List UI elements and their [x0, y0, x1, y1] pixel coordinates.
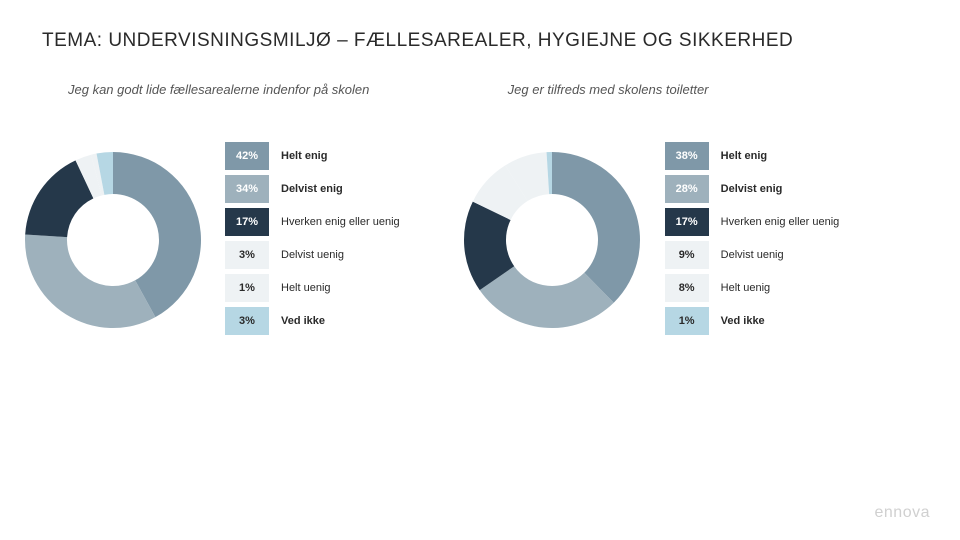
- legend-swatch: 8%: [665, 274, 709, 302]
- chart-body: 38%Helt enig 28%Delvist enig 17%Hverken en…: [440, 135, 840, 345]
- donut-slice-helt_enig: [552, 152, 640, 303]
- legend-swatch: 3%: [225, 241, 269, 269]
- legend-row-hverken: 17%Hverken enig eller uenig: [225, 207, 400, 236]
- legend-row-ved_ikke: 1%Ved ikke: [665, 306, 840, 335]
- legend-swatch: 28%: [665, 175, 709, 203]
- brand-logo: ennova: [875, 504, 931, 522]
- legend-row-helt_enig: 38%Helt enig: [665, 141, 840, 170]
- legend-swatch: 9%: [665, 241, 709, 269]
- legend-swatch: 17%: [665, 208, 709, 236]
- legend-label: Ved ikke: [269, 315, 325, 327]
- legend-row-helt_enig: 42%Helt enig: [225, 141, 400, 170]
- chart-subtitle: Jeg kan godt lide fællesarealerne indenf…: [0, 82, 400, 135]
- legend-row-delvist_uenig: 9%Delvist uenig: [665, 240, 840, 269]
- legend-label: Helt enig: [709, 150, 767, 162]
- legend-label: Helt enig: [269, 150, 327, 162]
- donut-chart-1: [440, 135, 665, 345]
- donut-chart-0: [0, 135, 225, 345]
- legend-swatch: 1%: [225, 274, 269, 302]
- legend-swatch: 17%: [225, 208, 269, 236]
- legend-label: Hverken enig eller uenig: [269, 216, 400, 228]
- legend-row-hverken: 17%Hverken enig eller uenig: [665, 207, 840, 236]
- legend-label: Helt uenig: [269, 282, 331, 294]
- legend-swatch: 38%: [665, 142, 709, 170]
- chart-body: 42%Helt enig 34%Delvist enig 17%Hverken en…: [0, 135, 400, 345]
- legend-swatch: 1%: [665, 307, 709, 335]
- charts-row: Jeg kan godt lide fællesarealerne indenf…: [0, 52, 960, 345]
- legend-label: Delvist enig: [709, 183, 783, 195]
- legend-1: 38%Helt enig 28%Delvist enig 17%Hverken en…: [665, 141, 840, 339]
- legend-0: 42%Helt enig 34%Delvist enig 17%Hverken en…: [225, 141, 400, 339]
- legend-row-delvist_enig: 34%Delvist enig: [225, 174, 400, 203]
- legend-label: Delvist uenig: [709, 249, 784, 261]
- chart-panel-1: Jeg er tilfreds med skolens toiletter 38…: [440, 82, 840, 345]
- legend-label: Helt uenig: [709, 282, 771, 294]
- legend-label: Delvist uenig: [269, 249, 344, 261]
- legend-label: Hverken enig eller uenig: [709, 216, 840, 228]
- legend-row-helt_uenig: 8%Helt uenig: [665, 273, 840, 302]
- legend-swatch: 34%: [225, 175, 269, 203]
- legend-row-delvist_uenig: 3%Delvist uenig: [225, 240, 400, 269]
- legend-label: Ved ikke: [709, 315, 765, 327]
- legend-row-ved_ikke: 3%Ved ikke: [225, 306, 400, 335]
- legend-row-helt_uenig: 1%Helt uenig: [225, 273, 400, 302]
- legend-label: Delvist enig: [269, 183, 343, 195]
- chart-subtitle: Jeg er tilfreds med skolens toiletter: [440, 82, 840, 135]
- legend-swatch: 3%: [225, 307, 269, 335]
- legend-row-delvist_enig: 28%Delvist enig: [665, 174, 840, 203]
- legend-swatch: 42%: [225, 142, 269, 170]
- chart-panel-0: Jeg kan godt lide fællesarealerne indenf…: [0, 82, 400, 345]
- page-title: TEMA: UNDERVISNINGSMILJØ – FÆLLESAREALER…: [0, 0, 960, 52]
